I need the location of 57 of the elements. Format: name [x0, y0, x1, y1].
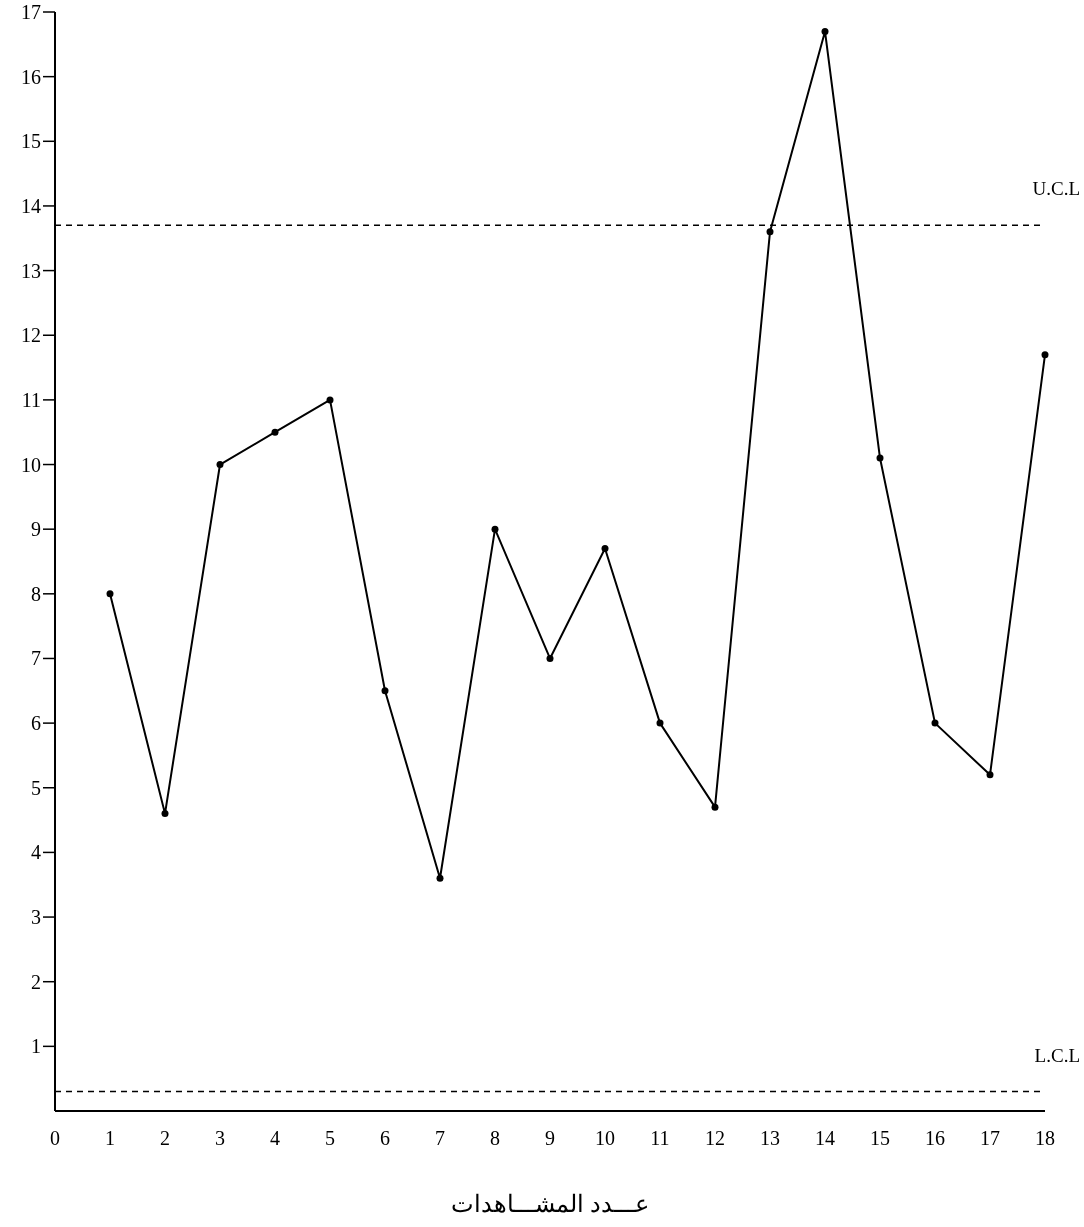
x-tick-label: 13 [760, 1127, 780, 1149]
x-tick-label: 9 [545, 1127, 555, 1149]
x-tick-label: 10 [595, 1127, 615, 1149]
point [216, 461, 224, 469]
ref-line-label: L.C.L [1034, 1044, 1080, 1066]
x-tick-label: 1 [105, 1127, 115, 1149]
point [1041, 351, 1049, 359]
y-tick-label: 3 [31, 906, 41, 929]
x-tick-label: 6 [380, 1127, 390, 1149]
y-tick-label: 1 [31, 1035, 41, 1058]
point [381, 687, 389, 695]
point [436, 874, 444, 882]
x-tick-label: 14 [815, 1127, 835, 1149]
point [986, 771, 994, 779]
point [491, 525, 499, 533]
x-tick-label: 7 [435, 1127, 445, 1149]
x-tick-label: 16 [925, 1127, 945, 1149]
y-tick-label: 5 [31, 776, 41, 799]
x-tick-label: 15 [870, 1127, 890, 1149]
point [271, 428, 279, 436]
y-tick-label: 17 [21, 1, 41, 23]
y-tick-label: 10 [21, 453, 41, 476]
x-tick-label: 5 [325, 1127, 335, 1149]
point [656, 719, 664, 727]
ref-line-label: U.C.L [1032, 178, 1080, 200]
x-tick-label: 8 [490, 1127, 500, 1149]
y-tick-label: 16 [21, 65, 41, 88]
x-tick-label: 2 [160, 1127, 170, 1149]
point [876, 454, 884, 462]
point [821, 27, 829, 35]
y-tick-label: 9 [31, 518, 41, 541]
y-tick-label: 13 [21, 259, 41, 282]
y-tick-label: 14 [21, 194, 41, 217]
x-tick-label: 0 [50, 1127, 60, 1149]
point [601, 545, 609, 553]
x-tick-label: 3 [215, 1127, 225, 1149]
x-axis-title: عـــدد المشـــاهدات [451, 1191, 649, 1217]
x-tick-label: 12 [705, 1127, 725, 1149]
point [711, 803, 719, 811]
point [106, 590, 114, 598]
point [326, 396, 334, 404]
point [931, 719, 939, 727]
y-tick-label: 7 [31, 647, 41, 670]
y-tick-label: 11 [21, 388, 41, 411]
x-tick-label: 18 [1035, 1127, 1055, 1149]
y-tick-label: 12 [21, 324, 41, 347]
y-tick-label: 6 [31, 712, 41, 735]
point [546, 654, 554, 662]
y-tick-label: 8 [31, 582, 41, 605]
y-tick-label: 15 [21, 130, 41, 153]
y-tick-label: 4 [31, 841, 41, 864]
x-tick-label: 11 [650, 1127, 670, 1149]
x-tick-label: 4 [270, 1127, 280, 1149]
y-tick-label: 2 [31, 970, 41, 993]
point [161, 810, 169, 818]
x-tick-label: 17 [980, 1127, 1000, 1149]
point [766, 228, 774, 236]
